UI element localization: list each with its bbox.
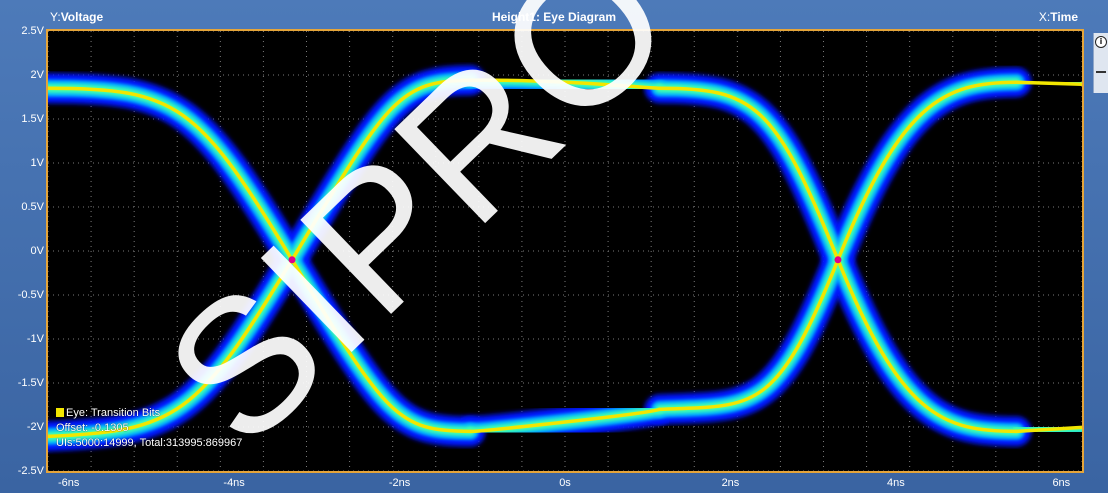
eye-trace-density-core [48, 78, 473, 439]
y-axis-name: Voltage [60, 10, 104, 24]
collapse-icon[interactable] [1096, 71, 1106, 73]
x-axis-name: Time [1050, 10, 1078, 24]
eye-trace-density-mid [650, 73, 1025, 418]
y-tick-label: 1.5V [21, 113, 44, 125]
y-tick-label: -2.5V [17, 465, 44, 477]
eye-traces [48, 65, 1082, 452]
crossing-markers [288, 256, 842, 264]
y-tick-label: -2V [26, 421, 44, 433]
eye-trace-density-core [468, 78, 662, 90]
y-tick-label: -1V [26, 333, 44, 345]
eye-trace-density-outer [48, 73, 486, 447]
eye-trace-density-core [1014, 425, 1082, 434]
legend-entry: Eye: Transition Bits [56, 406, 242, 421]
y-axis-title: Y:Voltage [50, 7, 103, 27]
waveform-annotation: Eye: Transition Bits Offset: -0.1305 UIs… [56, 406, 242, 451]
y-tick-label: 1V [30, 157, 44, 169]
eye-trace-density-inner [48, 75, 476, 441]
x-tick-label: 4ns [887, 477, 905, 489]
crossing-marker [834, 256, 842, 264]
eye-trace-density-core [468, 407, 662, 434]
plot-title: Height1: Eye Diagram [491, 10, 617, 24]
y-axis-prefix: Y: [50, 10, 61, 24]
legend-label: Eye: Transition Bits [66, 407, 161, 419]
legend-swatch [56, 408, 64, 417]
eye-trace-density-outer [48, 65, 486, 452]
y-tick-label: 0V [30, 245, 44, 257]
plot-area[interactable] [46, 29, 1084, 473]
x-tick-label: -4ns [223, 477, 245, 489]
y-tick-label: 2V [30, 69, 44, 81]
y-tick-label: 0.5V [21, 201, 44, 213]
y-tick-label: -1.5V [17, 377, 44, 389]
x-axis-title: X:Time [1039, 7, 1078, 27]
x-tick-label: 2ns [721, 477, 740, 489]
eye-trace-density-inner [48, 83, 476, 436]
eye-trace-density-mid [48, 79, 480, 440]
eye-trace-density-core [1014, 80, 1082, 86]
offset-readout: Offset: -0.1305 [56, 422, 129, 434]
x-tick-label: -2ns [388, 477, 411, 489]
eye-trace-density-core [48, 86, 473, 434]
x-axis-prefix: X: [1038, 10, 1051, 24]
eye-trace-density-mid [48, 71, 480, 445]
x-tick-label: 6ns [1052, 477, 1071, 489]
eye-diagram-plot [48, 31, 1082, 471]
side-panel[interactable]: i [1093, 33, 1108, 93]
x-tick-label: -6ns [57, 477, 80, 489]
x-tick-label: 0s [559, 477, 571, 489]
stats-readout: UIs:5000:14999, Total:313995:869967 [56, 437, 243, 449]
y-tick-label: 2.5V [21, 25, 44, 37]
crossing-marker [288, 256, 296, 264]
info-icon[interactable]: i [1095, 36, 1107, 48]
y-tick-label: -0.5V [17, 289, 44, 301]
